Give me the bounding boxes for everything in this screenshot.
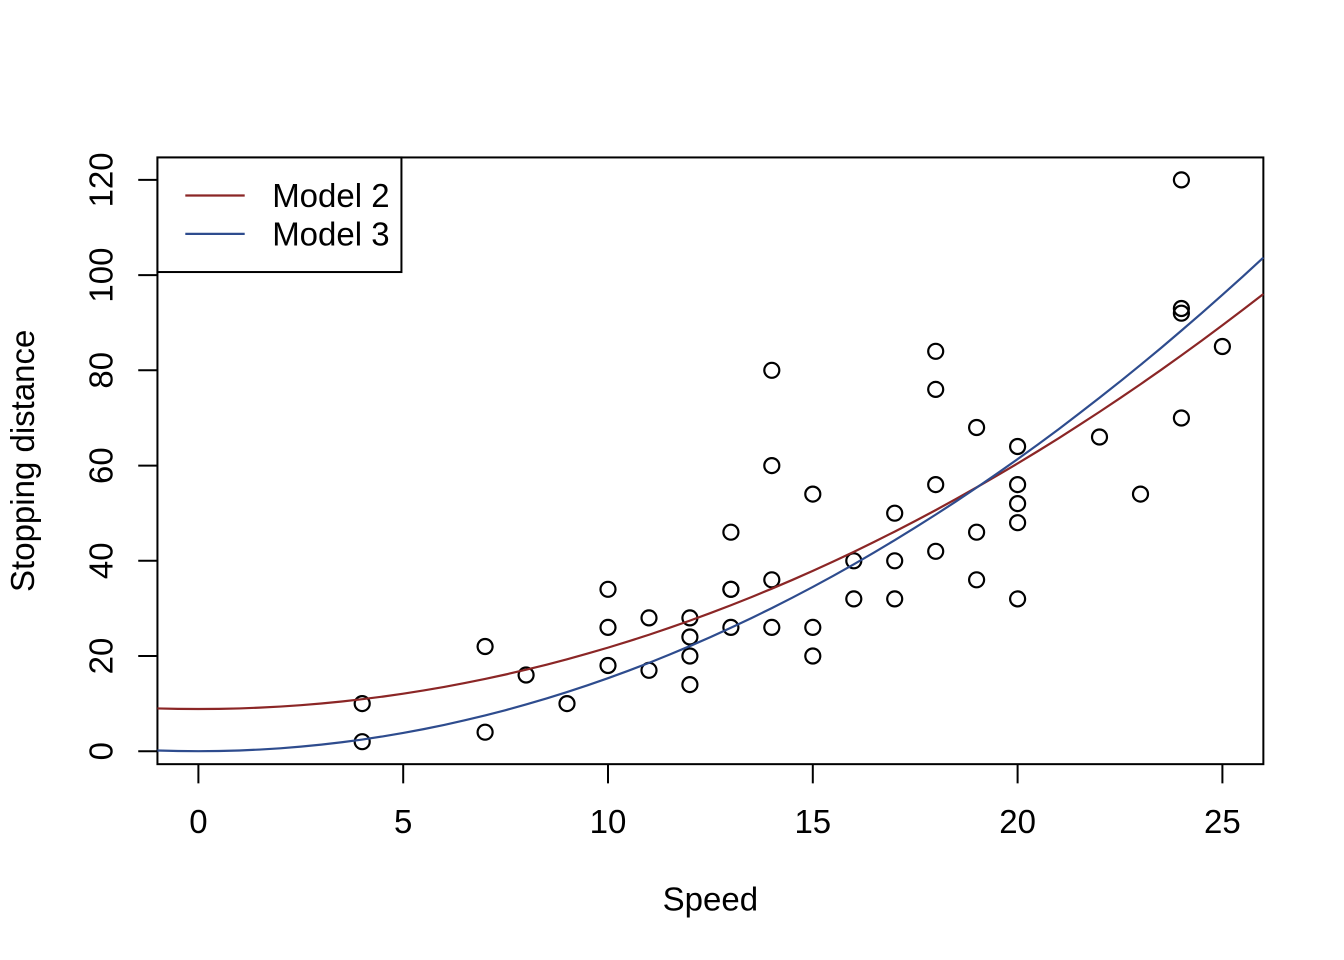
- svg-text:20: 20: [82, 638, 119, 675]
- svg-text:0: 0: [82, 742, 119, 760]
- svg-text:25: 25: [1204, 803, 1241, 840]
- svg-text:Model 2: Model 2: [272, 177, 389, 214]
- svg-text:120: 120: [82, 152, 119, 207]
- svg-text:40: 40: [82, 542, 119, 579]
- svg-text:Speed: Speed: [663, 880, 758, 917]
- svg-text:100: 100: [82, 248, 119, 303]
- svg-text:Stopping distance: Stopping distance: [4, 330, 41, 592]
- svg-text:15: 15: [794, 803, 831, 840]
- svg-text:Model 3: Model 3: [272, 215, 389, 252]
- svg-text:5: 5: [394, 803, 412, 840]
- svg-text:0: 0: [189, 803, 207, 840]
- svg-text:80: 80: [82, 352, 119, 389]
- svg-text:10: 10: [590, 803, 627, 840]
- svg-text:20: 20: [999, 803, 1036, 840]
- svg-text:60: 60: [82, 447, 119, 484]
